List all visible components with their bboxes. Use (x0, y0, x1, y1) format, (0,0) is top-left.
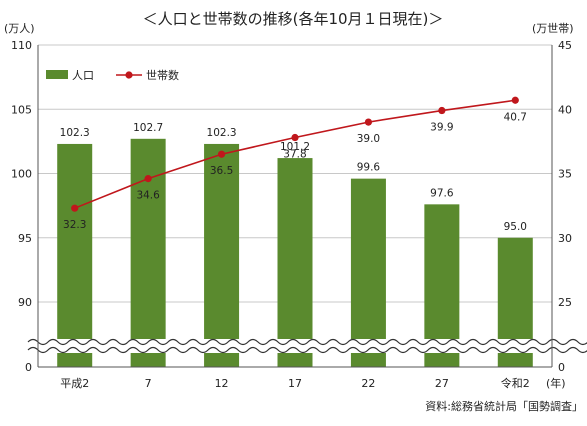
households-marker (364, 118, 373, 126)
category-label: 22 (361, 377, 375, 390)
chart-title: ＜人口と世帯数の推移(各年10月１日現在)＞ (143, 10, 444, 28)
category-label: 27 (435, 377, 449, 390)
left-tick-label: 95 (18, 232, 32, 245)
households-value-label: 37.8 (283, 149, 306, 161)
category-label: 12 (215, 377, 229, 390)
population-bar (277, 158, 313, 367)
population-value-label: 101.2 (280, 141, 310, 153)
households-marker (217, 150, 226, 158)
axis-break-wave (27, 346, 587, 354)
axis-break (0, 338, 587, 354)
households-marker (71, 204, 79, 212)
population-value-label: 102.3 (60, 127, 90, 139)
right-tick-label: 45 (558, 39, 572, 52)
population-value-label: 102.3 (207, 127, 237, 139)
axis-break-wave (27, 338, 587, 346)
left-tick-label: 90 (18, 296, 32, 309)
right-tick-label: 30 (558, 232, 572, 245)
population-bar (204, 143, 240, 367)
households-marker (438, 106, 446, 115)
category-label: 17 (288, 377, 302, 390)
x-axis-unit: (年) (546, 376, 566, 390)
right-axis-unit: (万世帯) (532, 22, 574, 35)
category-label: 7 (145, 377, 152, 390)
households-value-label: 39.9 (430, 122, 453, 134)
axes: 0 0 90 25 95 30 100 35 105 40 110 45 平成2 7 12 17 22 27 令和2 (11, 39, 572, 390)
population-value-label: 102.7 (133, 122, 163, 134)
households-marker (144, 175, 152, 183)
category-label: 平成2 (60, 377, 89, 390)
right-tick-label: 25 (558, 296, 572, 309)
left-tick-label: 105 (11, 103, 32, 116)
right-tick-label: 0 (558, 361, 565, 374)
households-value-label: 39.0 (357, 133, 380, 145)
legend-households-label: 世帯数 (146, 69, 179, 82)
right-tick-label: 35 (558, 168, 572, 181)
households-value-label: 40.7 (504, 111, 527, 123)
population-bar (130, 138, 166, 367)
households-value-label: 32.3 (63, 219, 86, 231)
legend-line-marker (125, 71, 133, 79)
households-value-label: 36.5 (210, 165, 233, 177)
right-tick-label: 40 (558, 103, 572, 116)
households-marker (291, 133, 299, 142)
population-value-label: 95.0 (504, 221, 527, 233)
data-labels: 102.3 102.7 102.3 101.2 99.6 97.6 95.0 32.3 34.6… (60, 111, 527, 232)
legend: 人口 世帯数 (46, 69, 179, 82)
left-tick-label: 0 (25, 361, 32, 374)
left-tick-label: 100 (11, 168, 32, 181)
households-line (71, 96, 519, 212)
population-value-label: 97.6 (430, 187, 454, 199)
population-value-label: 99.6 (357, 162, 381, 174)
legend-bar-swatch (46, 70, 68, 79)
legend-population-label: 人口 (72, 69, 94, 82)
population-bar (57, 143, 93, 367)
category-label: 令和2 (501, 376, 530, 390)
households-value-label: 34.6 (136, 190, 160, 202)
households-marker (511, 96, 519, 104)
left-axis-unit: (万人) (4, 22, 35, 35)
source-note: 資料:総務省統計局「国勢調査」 (425, 399, 583, 413)
left-tick-label: 110 (11, 39, 32, 52)
population-bar (350, 178, 386, 367)
